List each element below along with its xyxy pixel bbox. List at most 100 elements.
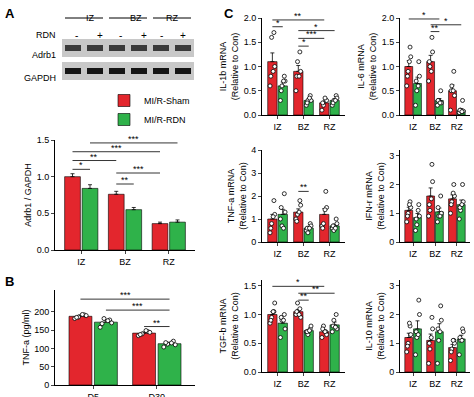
svg-text:A: A (5, 6, 15, 21)
svg-text:IZ: IZ (409, 379, 418, 389)
svg-text:IZ: IZ (77, 257, 86, 267)
svg-text:2.0: 2.0 (244, 13, 257, 23)
svg-text:50: 50 (39, 362, 49, 372)
svg-text:RZ: RZ (323, 379, 335, 389)
svg-text:0.0: 0.0 (244, 110, 257, 120)
svg-text:RZ: RZ (323, 122, 335, 132)
svg-text:MI/R-Sham: MI/R-Sham (144, 96, 190, 106)
svg-text:MI/R-RDN: MI/R-RDN (144, 115, 186, 125)
svg-text:100: 100 (34, 344, 49, 354)
svg-text:BZ: BZ (298, 379, 310, 389)
svg-text:BZ: BZ (429, 379, 441, 389)
svg-text:D30: D30 (149, 392, 166, 397)
svg-text:RZ: RZ (451, 379, 463, 389)
svg-text:Adrb1: Adrb1 (32, 50, 56, 60)
svg-text:**: ** (431, 23, 439, 33)
svg-text:-: - (75, 30, 78, 41)
svg-text:BZ: BZ (429, 122, 441, 132)
svg-text:C: C (224, 6, 234, 21)
svg-text:***: *** (111, 143, 122, 153)
svg-text:IZ: IZ (409, 122, 418, 132)
svg-text:**: ** (121, 175, 129, 185)
svg-text:**: ** (153, 318, 161, 328)
svg-text:RZ: RZ (166, 13, 178, 23)
svg-text:1: 1 (251, 214, 256, 224)
svg-text:**: ** (90, 152, 98, 162)
svg-text:1: 1 (389, 338, 394, 348)
svg-text:GAPDH: GAPDH (24, 73, 56, 83)
svg-text:*: * (296, 277, 300, 287)
svg-text:RZ: RZ (323, 249, 335, 259)
svg-text:1.0: 1.0 (244, 310, 257, 320)
svg-text:BZ: BZ (130, 13, 142, 23)
svg-text:*: * (422, 10, 426, 20)
svg-text:0.5: 0.5 (382, 86, 395, 96)
svg-text:1.0: 1.0 (244, 62, 257, 72)
svg-text:-: - (119, 30, 122, 41)
svg-text:0.0: 0.0 (244, 367, 257, 377)
svg-text:IZ: IZ (274, 122, 283, 132)
svg-text:0.5: 0.5 (244, 338, 257, 348)
svg-text:150: 150 (34, 325, 49, 335)
svg-text:RZ: RZ (451, 249, 463, 259)
svg-text:1.0: 1.0 (37, 172, 50, 182)
svg-text:0: 0 (251, 237, 256, 247)
svg-text:2: 2 (389, 180, 394, 190)
svg-text:*: * (314, 22, 318, 32)
svg-text:1.5: 1.5 (244, 281, 257, 291)
svg-text:TNF-a mRNA(Relative to Con): TNF-a mRNA(Relative to Con) (226, 162, 248, 230)
svg-text:2: 2 (389, 310, 394, 320)
svg-text:1.5: 1.5 (244, 37, 257, 47)
svg-text:*: * (276, 18, 280, 28)
svg-text:IZ: IZ (86, 13, 95, 23)
svg-text:IZ: IZ (274, 249, 283, 259)
svg-text:**: ** (312, 284, 320, 294)
svg-text:0: 0 (44, 380, 49, 390)
svg-text:RDN: RDN (36, 30, 56, 40)
svg-text:IL-10 mRNA(Relative to Con): IL-10 mRNA(Relative to Con) (364, 292, 386, 360)
svg-text:B: B (5, 274, 14, 289)
svg-text:0: 0 (389, 237, 394, 247)
svg-text:Adrb1 / GAPDH: Adrb1 / GAPDH (23, 163, 33, 227)
svg-text:0.0: 0.0 (382, 110, 395, 120)
svg-text:3: 3 (251, 168, 256, 178)
svg-text:IL-6 mRNA(Relative to Con): IL-6 mRNA(Relative to Con) (356, 33, 378, 101)
svg-text:RZ: RZ (163, 257, 175, 267)
svg-text:**: ** (300, 182, 308, 192)
svg-text:BZ: BZ (119, 257, 131, 267)
svg-text:IL-1b mRNA(Relative to Con): IL-1b mRNA(Relative to Con) (218, 33, 240, 101)
svg-text:IFN-r mRNA(Relative to Con): IFN-r mRNA(Relative to Con) (364, 162, 386, 230)
svg-text:3: 3 (389, 151, 394, 161)
svg-text:***: *** (128, 134, 139, 144)
svg-text:TGF-b mRNA(Relative to Con): TGF-b mRNA(Relative to Con) (218, 292, 240, 360)
svg-text:**: ** (294, 11, 302, 21)
svg-text:0.5: 0.5 (37, 208, 50, 218)
svg-text:1.5: 1.5 (37, 135, 50, 145)
svg-text:+: + (141, 30, 147, 41)
svg-text:IZ: IZ (409, 249, 418, 259)
svg-text:***: *** (120, 290, 131, 300)
svg-text:-: - (160, 30, 163, 41)
svg-text:***: *** (306, 29, 317, 39)
svg-text:D5: D5 (87, 392, 99, 397)
svg-text:RZ: RZ (451, 122, 463, 132)
svg-text:4: 4 (251, 145, 256, 155)
svg-text:2.0: 2.0 (382, 13, 395, 23)
svg-text:2: 2 (251, 191, 256, 201)
svg-text:**: ** (300, 291, 308, 301)
svg-text:IZ: IZ (274, 379, 283, 389)
svg-text:3: 3 (389, 281, 394, 291)
svg-text:TNF-a (pg/ml): TNF-a (pg/ml) (21, 309, 31, 365)
svg-text:BZ: BZ (429, 249, 441, 259)
svg-text:*: * (302, 37, 306, 47)
svg-text:***: *** (133, 164, 144, 174)
svg-text:BZ: BZ (298, 122, 310, 132)
svg-text:0.0: 0.0 (37, 245, 50, 255)
svg-text:*: * (444, 16, 448, 26)
svg-text:1.5: 1.5 (382, 37, 395, 47)
svg-text:*: * (79, 160, 83, 170)
svg-text:200: 200 (34, 307, 49, 317)
svg-text:1: 1 (389, 208, 394, 218)
svg-text:+: + (180, 30, 186, 41)
svg-text:1.0: 1.0 (382, 62, 395, 72)
